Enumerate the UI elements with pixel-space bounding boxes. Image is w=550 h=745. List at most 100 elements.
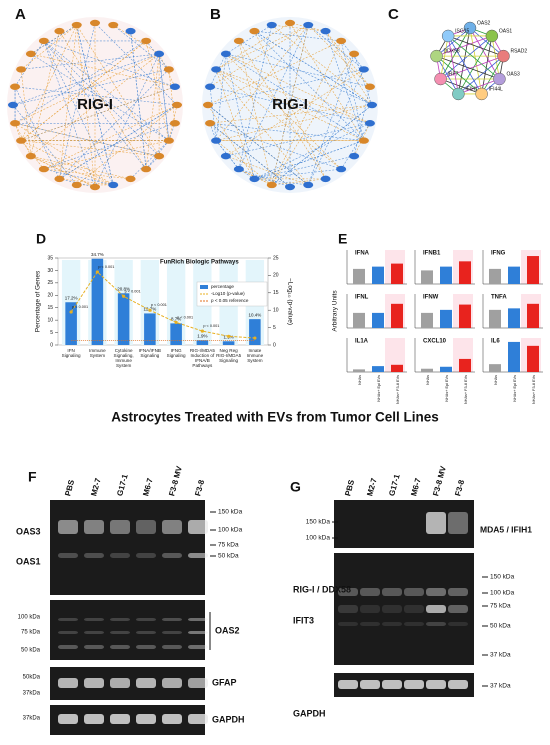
bar xyxy=(489,268,501,284)
lane-label: F3-8 xyxy=(193,478,206,497)
marker-label: 37 kDa xyxy=(490,652,511,659)
blot-band xyxy=(188,678,208,688)
network-edge xyxy=(254,30,365,141)
marker-label: 50kDa xyxy=(23,675,41,681)
line-point xyxy=(253,336,257,340)
network-edge xyxy=(21,140,160,157)
bar xyxy=(527,303,539,328)
network-node xyxy=(303,181,314,189)
bar xyxy=(353,312,365,328)
blot-band xyxy=(448,622,468,626)
y2-tick-label: 10 xyxy=(273,308,279,314)
protein-label: OAS3 xyxy=(16,526,41,536)
network-node xyxy=(163,137,174,144)
network-node xyxy=(205,83,216,90)
network-edge xyxy=(21,53,160,70)
bar xyxy=(353,268,365,284)
network-node xyxy=(38,37,49,45)
bar xyxy=(222,341,235,345)
blot-band xyxy=(448,588,468,596)
x-tick-label: Cytokine Signaling, Immune System xyxy=(113,348,134,369)
bar xyxy=(440,309,452,328)
blot-band xyxy=(426,512,446,534)
x-tick-label: NHAs+ Epi EVs xyxy=(513,375,517,402)
blot xyxy=(334,500,474,548)
blot-band xyxy=(360,622,380,626)
blot-band xyxy=(162,645,182,649)
bar xyxy=(372,266,384,284)
blot-band xyxy=(110,678,130,688)
network-edge xyxy=(76,24,160,157)
bar xyxy=(421,270,433,284)
blot-band xyxy=(84,618,104,621)
blot-band xyxy=(338,588,358,596)
bar xyxy=(170,323,182,345)
network-edge xyxy=(254,155,355,180)
network-node xyxy=(203,101,213,109)
blot-band xyxy=(58,618,78,621)
highlight xyxy=(385,338,405,372)
node-label: OAS2 xyxy=(477,20,491,26)
blot-band xyxy=(162,631,182,634)
network-node xyxy=(485,29,499,43)
bar xyxy=(508,341,520,372)
network-edge xyxy=(59,25,78,179)
blot-band xyxy=(110,714,130,724)
bar xyxy=(249,319,261,345)
x-tick-label: Immune System xyxy=(89,348,106,359)
annotation: p < 0.001 xyxy=(72,305,88,309)
network-node xyxy=(349,50,360,58)
network-edge xyxy=(238,24,309,170)
network-edge xyxy=(440,27,471,80)
x-tick-label: IFNA/IFNB Signaling xyxy=(138,348,161,359)
network-edge xyxy=(440,35,493,80)
network-node xyxy=(38,165,49,173)
line-point xyxy=(95,270,99,274)
network-edge xyxy=(440,35,449,80)
network-node xyxy=(266,21,277,29)
blot-band xyxy=(84,631,104,634)
network-node xyxy=(441,29,455,43)
plot-frame xyxy=(57,257,269,346)
blot-band xyxy=(84,678,104,688)
blot-band xyxy=(404,605,424,613)
network-node xyxy=(16,137,27,144)
line-series xyxy=(70,271,255,339)
network-node xyxy=(463,21,477,35)
x-tick-label-box: IFN Signaling xyxy=(62,348,81,358)
network-edge xyxy=(436,35,492,57)
bar xyxy=(440,266,452,284)
panel-label: A xyxy=(15,6,26,23)
lane-label: G17-1 xyxy=(387,473,402,497)
panel-label: C xyxy=(388,6,399,23)
network-edge xyxy=(59,69,170,180)
blot-band xyxy=(58,631,78,634)
figure-title: Astrocytes Treated with EVs from Tumor C… xyxy=(111,410,439,425)
network-edge xyxy=(59,104,178,180)
network-edge xyxy=(216,104,373,141)
network-node xyxy=(154,50,165,58)
bar xyxy=(527,345,539,372)
network-edge xyxy=(238,40,326,180)
network-edge xyxy=(238,40,273,186)
blot-band xyxy=(188,714,208,724)
x-tick-label: NHAs+ F3-8 EVs xyxy=(532,375,536,404)
x-tick-label-box: IFNG Signaling xyxy=(167,348,186,358)
network-edge xyxy=(145,40,170,141)
network-node xyxy=(285,183,295,191)
blot-band xyxy=(426,622,446,626)
node-label: RSAD2 xyxy=(510,48,527,54)
network-edge xyxy=(325,30,371,87)
bar-value-label: 1.9% xyxy=(197,333,207,338)
network-node xyxy=(211,137,222,144)
blot-band xyxy=(110,553,130,558)
network-node xyxy=(154,152,165,160)
blot-band xyxy=(448,605,468,613)
lane-label: F3-8 MV xyxy=(431,464,448,497)
network-edge xyxy=(458,35,493,95)
legend-label: p < 0.05 reference xyxy=(211,298,249,303)
protein-label: GAPDH xyxy=(293,708,326,718)
network-edge xyxy=(215,69,365,141)
network-node xyxy=(10,120,21,127)
mini-chart-title: IL1A xyxy=(355,339,369,345)
